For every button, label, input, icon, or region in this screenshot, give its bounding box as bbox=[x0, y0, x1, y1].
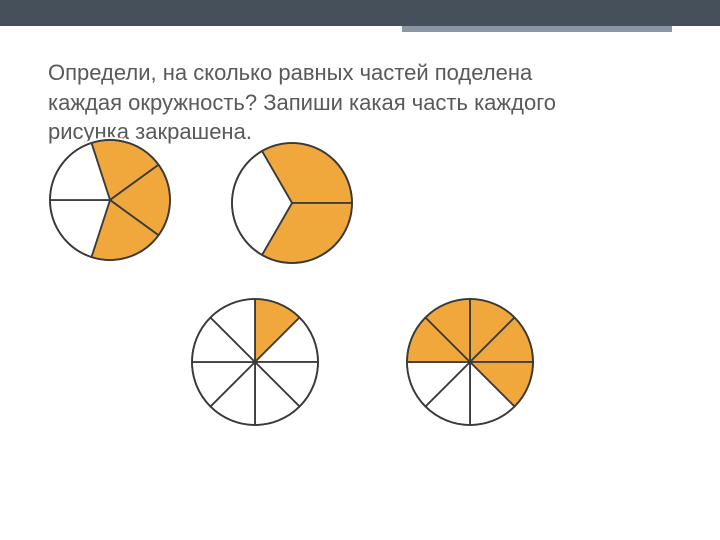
prompt-text: Определи, на сколько равных частей подел… bbox=[48, 58, 608, 147]
top-band bbox=[0, 0, 720, 26]
pie-8-5 bbox=[402, 294, 538, 430]
pie-5-3 bbox=[45, 135, 175, 265]
slide-canvas: Определи, на сколько равных частей подел… bbox=[0, 0, 720, 540]
accent-bar bbox=[402, 26, 672, 32]
pie-8-1 bbox=[187, 294, 323, 430]
pie-3-2 bbox=[227, 138, 357, 268]
